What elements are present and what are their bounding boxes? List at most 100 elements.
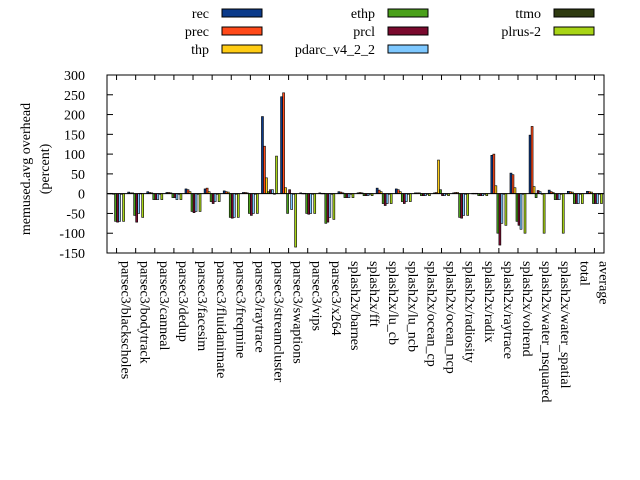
- bar-ethp-parsec3/bodytrack: [133, 193, 136, 216]
- bar-prcl-total: [575, 193, 578, 204]
- bar-pdarc_v4_2_2-splash2x/barnes: [347, 193, 351, 198]
- bar-plrus-2-parsec3/freqmine: [236, 193, 240, 218]
- bar-plrus-2-splash2x/raytrace: [504, 193, 508, 226]
- bar-rec-splash2x/lu_ncb: [394, 188, 398, 194]
- legend-item-ethp: ethp: [351, 7, 429, 22]
- bar-plrus-2-splash2x/volrend: [523, 193, 527, 234]
- bar-thp-parsec3/swaptions: [284, 187, 287, 194]
- bar-prec-parsec3/fluidanimate: [205, 187, 209, 194]
- legend-swatch: [221, 26, 263, 36]
- bar-rec-splash2x/water_spatial: [547, 189, 551, 194]
- bar-ethp-splash2x/water_nsquared: [534, 193, 538, 198]
- bar-ethp-parsec3/raytrace: [248, 193, 251, 214]
- bar-ethp-average: [592, 193, 595, 204]
- bar-plrus-2-parsec3/dedup: [179, 193, 183, 200]
- bar-prcl-splash2x/water_spatial: [555, 193, 559, 200]
- bar-prec-parsec3/swaptions: [282, 92, 285, 194]
- bar-pdarc_v4_2_2-splash2x/lu_ncb: [404, 193, 408, 202]
- legend-label: plrus-2: [501, 25, 541, 40]
- bar-prcl-parsec3/streamcluster: [269, 189, 272, 194]
- bar-prcl-parsec3/facesim: [192, 193, 196, 213]
- bar-prcl-splash2x/volrend: [517, 193, 521, 226]
- bar-plrus-2-average: [600, 193, 603, 204]
- bar-ethp-parsec3/canneal: [152, 193, 156, 200]
- bar-prcl-splash2x/barnes: [345, 193, 349, 198]
- x-tick-label: parsec3/bodytrack: [137, 261, 152, 364]
- x-tick-label: splash2x/volrend: [519, 261, 534, 357]
- legend-swatch: [553, 8, 595, 18]
- bar-prcl-average: [594, 193, 597, 204]
- bar-prcl-parsec3/x264: [326, 193, 330, 223]
- legend-item-plrus-2: plrus-2: [501, 25, 595, 40]
- bar-prec-splash2x/lu_ncb: [396, 189, 400, 194]
- bar-ethp-parsec3/fluidanimate: [209, 193, 213, 202]
- bar-thp-splash2x/raytrace: [494, 185, 498, 194]
- y-tick-label: -50: [66, 207, 85, 222]
- bar-rec-splash2x/water_nsquared: [528, 134, 532, 194]
- bar-prcl-parsec3/vips: [307, 193, 311, 215]
- bar-pdarc_v4_2_2-parsec3/dedup: [175, 193, 179, 200]
- bar-pdarc_v4_2_2-total: [577, 193, 580, 204]
- bar-pdarc_v4_2_2-parsec3/swaptions: [290, 193, 293, 210]
- bar-prec-splash2x/lu_cb: [377, 189, 381, 194]
- bar-pdarc_v4_2_2-splash2x/volrend: [519, 193, 523, 230]
- bar-prec-splash2x/raytrace: [492, 153, 496, 194]
- bar-thp-splash2x/water_nsquared: [532, 186, 536, 194]
- bar-pdarc_v4_2_2-parsec3/raytrace: [252, 193, 255, 214]
- bar-pdarc_v4_2_2-splash2x/raytrace: [500, 193, 504, 224]
- bar-plrus-2-parsec3/raytrace: [256, 193, 259, 214]
- bar-ethp-parsec3/swaptions: [286, 193, 289, 214]
- x-tick-label: parsec3/facesim: [194, 261, 209, 351]
- x-tick-label: parsec3/x264: [328, 261, 343, 336]
- bar-plrus-2-parsec3/x264: [332, 193, 336, 220]
- x-axis-ticks: parsec3/blackscholes parsec3/bodytrack par…: [116, 75, 610, 403]
- bar-pdarc_v4_2_2-splash2x/radiosity: [462, 193, 465, 216]
- bar-ethp-total: [573, 193, 576, 204]
- x-tick-label: parsec3/fluidanimate: [213, 261, 228, 378]
- legend-swatch: [387, 26, 429, 36]
- bar-pdarc_v4_2_2-parsec3/canneal: [156, 193, 160, 200]
- bar-pdarc_v4_2_2-average: [596, 193, 599, 204]
- x-tick-label: parsec3/vips: [309, 261, 324, 331]
- legend-swatch: [221, 44, 263, 54]
- bar-ethp-splash2x/volrend: [515, 193, 519, 222]
- bar-ethp-splash2x/radiosity: [458, 193, 461, 218]
- bar-plrus-2-parsec3/blackscholes: [122, 193, 125, 222]
- bar-plrus-2-parsec3/vips: [313, 193, 317, 214]
- bars: [108, 92, 603, 248]
- legend-swatch: [553, 26, 595, 36]
- bar-prcl-splash2x/lu_ncb: [402, 193, 406, 204]
- legend: rec prec thp ethp prcl pdarc_v4_2_2 ttmo plrus-…: [185, 7, 595, 58]
- x-tick-label: parsec3/dedup: [175, 261, 190, 342]
- bar-thp-splash2x/volrend: [513, 187, 517, 194]
- bar-ethp-splash2x/water_spatial: [553, 193, 557, 200]
- bar-pdarc_v4_2_2-parsec3/blackscholes: [118, 193, 121, 222]
- y-tick-label: 150: [64, 128, 85, 143]
- bar-rec-parsec3/streamcluster: [261, 116, 264, 194]
- bar-plrus-2-parsec3/streamcluster: [275, 155, 278, 194]
- bar-pdarc_v4_2_2-parsec3/facesim: [194, 193, 198, 212]
- y-tick-label: 200: [64, 109, 85, 124]
- bar-plrus-2-parsec3/canneal: [160, 193, 164, 200]
- bar-plrus-2-splash2x/lu_ncb: [409, 193, 412, 202]
- bar-plrus-2-splash2x/water_spatial: [561, 193, 565, 234]
- bar-prec-parsec3/facesim: [186, 189, 190, 194]
- bar-ethp-parsec3/dedup: [171, 193, 175, 198]
- bar-ethp-parsec3/freqmine: [228, 193, 232, 218]
- plot-frame: [106, 74, 605, 254]
- x-tick-label: splash2x/ocean_cp: [423, 261, 438, 367]
- bar-ethp-splash2x/raytrace: [496, 193, 500, 234]
- bar-prcl-splash2x/raytrace: [498, 193, 502, 246]
- bar-ethp-parsec3/vips: [305, 193, 309, 214]
- bar-plrus-2-parsec3/bodytrack: [141, 193, 145, 218]
- legend-label: thp: [191, 43, 209, 58]
- y-tick-label: 250: [64, 89, 85, 104]
- bar-plrus-2-splash2x/lu_cb: [389, 193, 393, 204]
- x-tick-label: total: [576, 261, 591, 286]
- bar-prec-splash2x/volrend: [511, 174, 515, 194]
- bar-prcl-parsec3/fluidanimate: [211, 193, 215, 204]
- bar-ethp-splash2x/barnes: [343, 193, 347, 198]
- x-tick-label: parsec3/freqmine: [232, 261, 247, 358]
- legend-item-thp: thp: [191, 43, 263, 58]
- bar-pdarc_v4_2_2-parsec3/bodytrack: [137, 193, 140, 214]
